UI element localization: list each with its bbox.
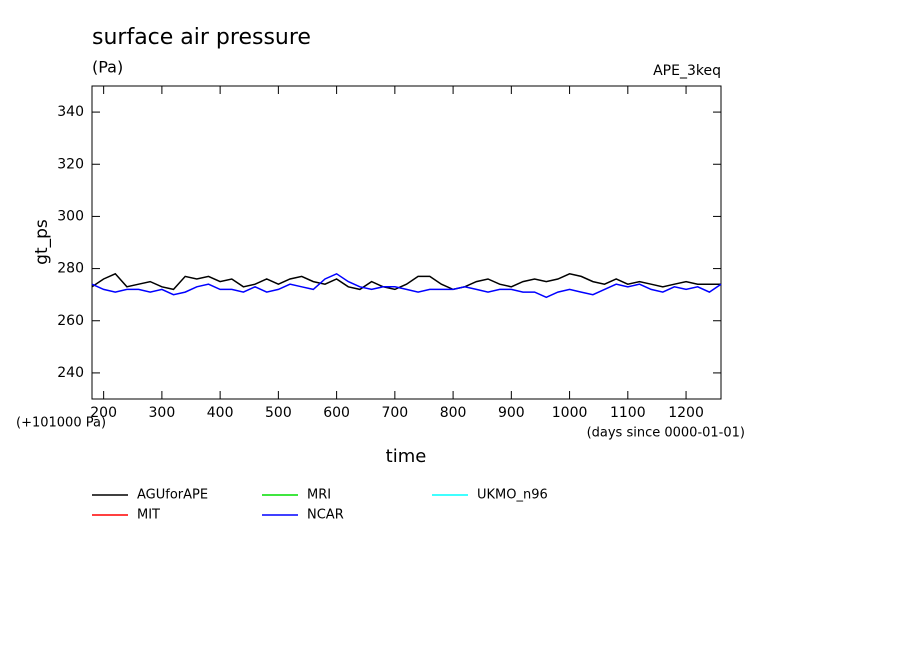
y-tick-label: 260 — [57, 313, 84, 329]
x-axis-title: time — [386, 446, 427, 467]
x-tick-label: 1000 — [552, 405, 588, 421]
y-tick-label: 240 — [57, 365, 84, 381]
x-tick-label: 600 — [323, 405, 350, 421]
x-tick-label: 200 — [90, 405, 117, 421]
legend-label: MIT — [137, 508, 160, 523]
x-tick-label: 1100 — [610, 405, 646, 421]
experiment: APE_3keq — [653, 63, 721, 79]
legend-label: AGUforAPE — [137, 488, 208, 503]
x-tick-label: 400 — [207, 405, 234, 421]
y-tick-label: 340 — [57, 104, 84, 120]
x-tick-label: 500 — [265, 405, 292, 421]
legend-label: UKMO_n96 — [477, 488, 548, 503]
legend-label: MRI — [307, 488, 331, 503]
legend-label: NCAR — [307, 508, 344, 523]
units: (Pa) — [92, 58, 123, 77]
plot-frame — [91, 85, 722, 400]
x-tick-label: 300 — [149, 405, 176, 421]
x-tick-label: 1200 — [668, 405, 704, 421]
y-tick-label: 280 — [57, 261, 84, 277]
y-tick-label: 300 — [57, 208, 84, 224]
chart-title: surface air pressure — [92, 25, 311, 50]
x-tick-label: 900 — [498, 405, 525, 421]
y-axis-title: gt_ps — [32, 219, 52, 265]
y-offset-note: (+101000 Pa) — [16, 416, 106, 431]
x-units-note: (days since 0000-01-01) — [587, 426, 745, 441]
y-tick-label: 320 — [57, 156, 84, 172]
x-tick-label: 800 — [440, 405, 467, 421]
series-line — [91, 272, 722, 299]
series-line — [91, 272, 721, 291]
x-tick-label: 700 — [381, 405, 408, 421]
